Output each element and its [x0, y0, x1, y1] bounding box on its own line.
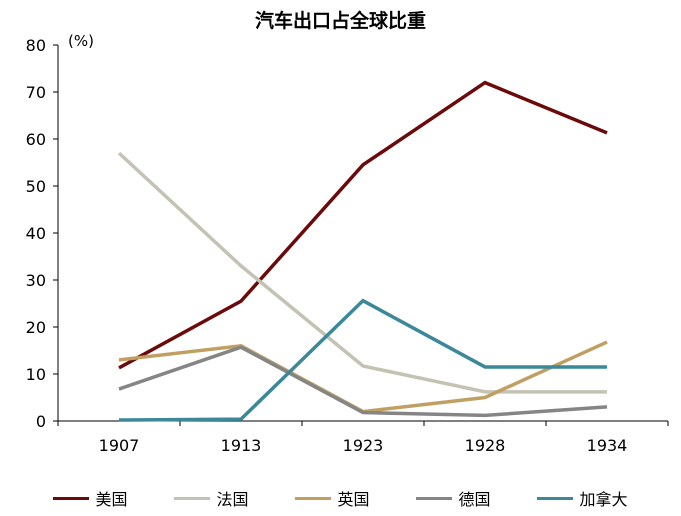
y-unit-label: (%) [68, 32, 94, 50]
y-tick-label: 70 [26, 83, 46, 102]
legend-item: 英国 [295, 486, 370, 510]
legend-item: 法国 [174, 486, 249, 510]
x-tick-label: 1934 [587, 436, 628, 455]
legend-label: 加拿大 [579, 490, 628, 509]
legend-swatch [416, 496, 453, 500]
y-tick-label: 60 [26, 130, 46, 149]
legend-label: 英国 [337, 490, 370, 509]
x-tick-label: 1928 [465, 436, 506, 455]
series-line-1 [117, 151, 607, 394]
y-tick-label: 50 [26, 177, 46, 196]
legend-swatch [174, 496, 211, 500]
y-tick-label: 40 [26, 224, 46, 243]
legend-swatch [537, 496, 574, 500]
legend-item: 美国 [53, 486, 128, 510]
legend-item: 德国 [416, 486, 491, 510]
legend: 美国 法国 英国 德国 加拿大 [0, 486, 681, 510]
legend-swatch [295, 496, 332, 500]
legend-label: 法国 [216, 490, 249, 509]
series-line-0 [118, 80, 608, 370]
x-tick-label: 1907 [99, 436, 140, 455]
y-tick-label: 20 [26, 318, 46, 337]
series-line-4 [118, 298, 607, 422]
legend-label: 德国 [458, 490, 491, 509]
legend-label: 美国 [95, 490, 128, 509]
y-tick-label: 80 [26, 36, 46, 55]
legend-item: 加拿大 [537, 486, 628, 510]
legend-swatch [53, 496, 90, 500]
y-tick-label: 30 [26, 271, 46, 290]
y-tick-label: 0 [36, 412, 46, 431]
chart-title: 汽车出口占全球比重 [254, 10, 426, 32]
series-line-3 [118, 345, 608, 418]
x-tick-label: 1923 [343, 436, 384, 455]
series-line-2 [118, 340, 608, 414]
y-tick-label: 10 [26, 365, 46, 384]
x-tick-label: 1913 [221, 436, 262, 455]
